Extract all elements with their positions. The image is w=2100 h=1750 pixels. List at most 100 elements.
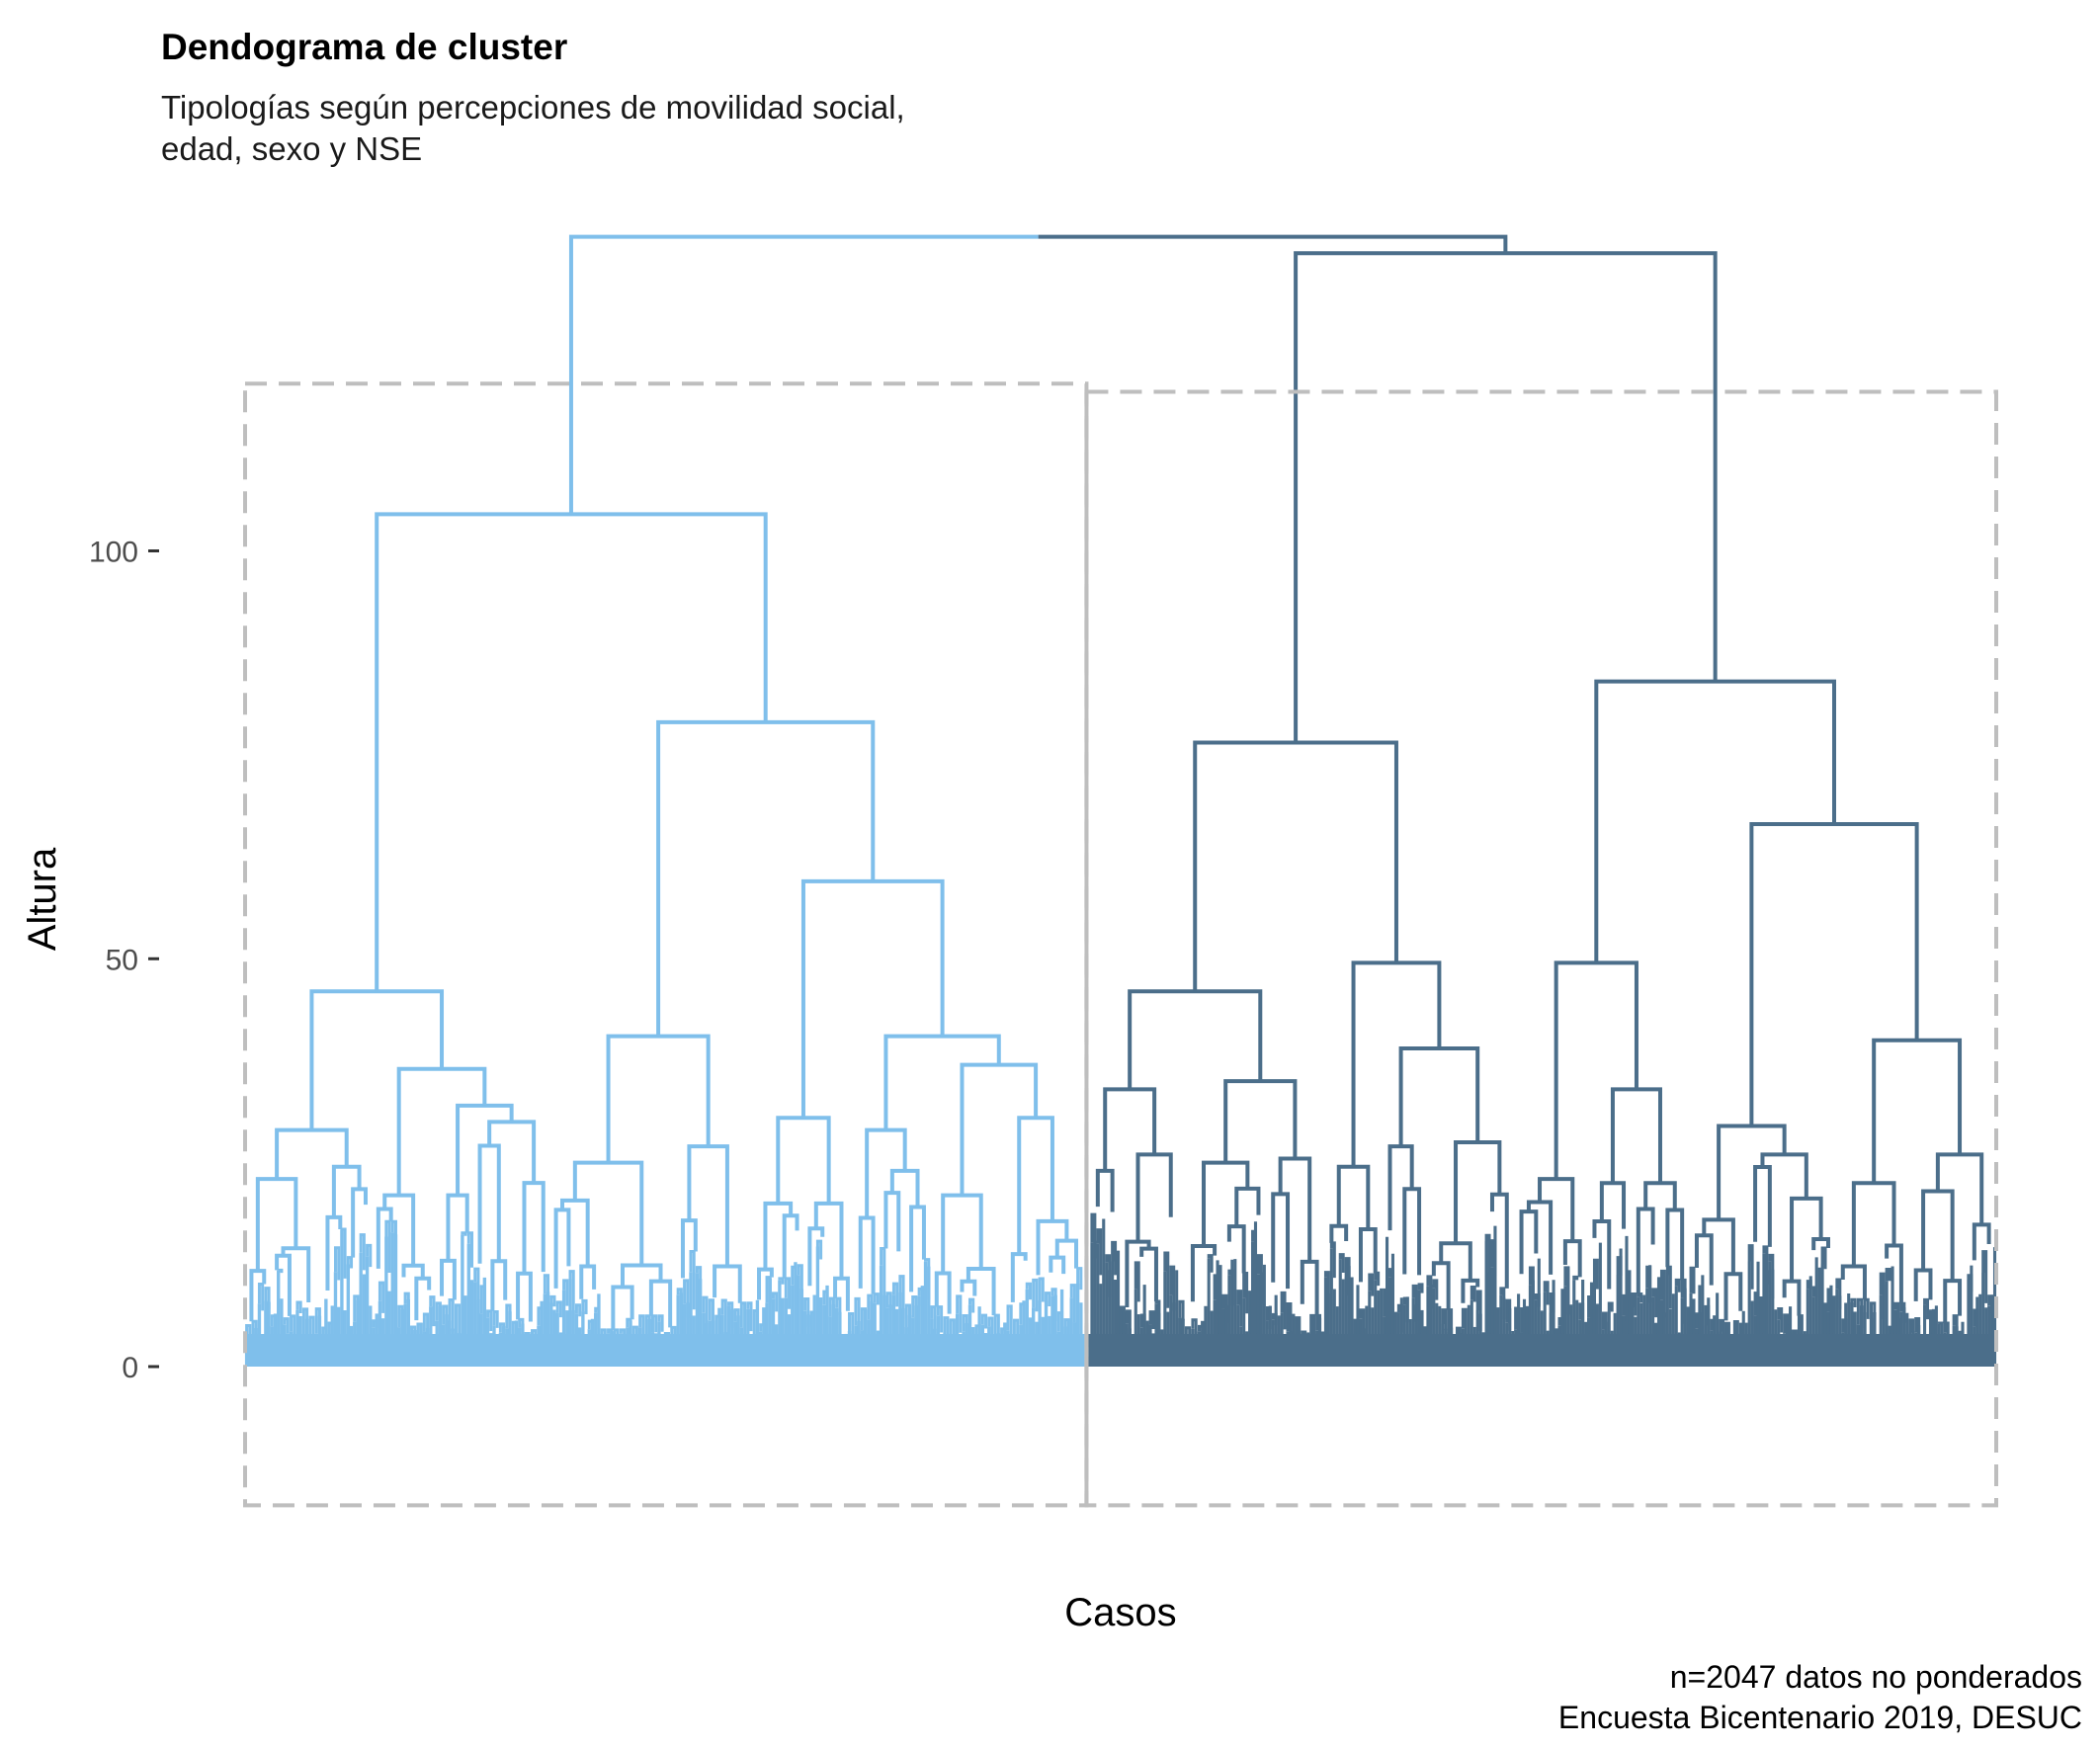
dendrogram-branch	[620, 1263, 663, 1288]
dendrogram-twig	[1134, 1261, 1140, 1302]
dendrogram-twig	[784, 1277, 792, 1309]
dendrogram-twig	[1470, 1286, 1476, 1302]
dendrogram-twig	[676, 1288, 683, 1295]
dendrogram-twig	[473, 1267, 480, 1308]
dendrogram-twig	[429, 1295, 436, 1327]
dendrogram-twig	[815, 1239, 823, 1260]
dendrogram-branch	[1017, 1116, 1054, 1255]
dendrogram-branch	[440, 1258, 457, 1300]
dendrogram-twig	[1006, 1304, 1013, 1341]
dendrogram-twig	[1719, 1318, 1725, 1335]
dendrogram-twig	[967, 1297, 975, 1313]
dendrogram-twig	[873, 1292, 880, 1305]
dendrogram-branch	[606, 1034, 711, 1163]
dendrogram-twig	[1148, 1310, 1155, 1330]
dendrogram-twig	[257, 1282, 265, 1311]
dendrogram-branch	[1921, 1189, 1955, 1282]
dendrogram-branch	[516, 1271, 533, 1322]
dendrogram-twig	[1045, 1292, 1051, 1306]
dendrogram-branch	[456, 1103, 514, 1196]
dendrogram-twig	[384, 1219, 391, 1273]
dendrogram-branch	[934, 1271, 952, 1314]
dendrogram-twig	[987, 1316, 994, 1341]
dendrogram-twig	[1417, 1283, 1424, 1293]
dendrogram-twig	[1543, 1281, 1550, 1305]
dendrogram-twig	[657, 1314, 664, 1332]
dendrogram-branch	[1294, 251, 1718, 743]
dendrogram-branch	[960, 1279, 977, 1296]
root-branch-left	[568, 234, 1039, 515]
dendrogram-branch	[656, 719, 876, 1037]
dendrogram-twig	[1651, 1288, 1658, 1318]
dendrogram-twig	[1032, 1278, 1039, 1312]
dendrogram-twig	[1368, 1273, 1375, 1296]
dendrogram-twig	[1432, 1279, 1439, 1300]
dendrogram-twig	[1908, 1318, 1915, 1334]
dendrogram-branch	[1398, 1046, 1480, 1147]
dendrogram-twig	[346, 1256, 354, 1269]
dendrogram-twig	[1981, 1250, 1988, 1303]
dendrogram-branch	[1454, 1139, 1502, 1244]
dendrogram-twig	[1475, 1290, 1482, 1332]
dendrogram-branch	[579, 1264, 597, 1299]
dendrogram-twig	[1163, 1251, 1170, 1308]
dendrogram-branch	[889, 1168, 920, 1208]
dendrogram-twig	[980, 1313, 988, 1329]
dendrogram-twig	[555, 1300, 562, 1318]
dendrogram-branch	[1717, 1124, 1787, 1220]
dendrogram-twig	[1461, 1307, 1468, 1337]
dendrogram-twig	[835, 1296, 842, 1315]
dendrogram-branch	[275, 1253, 292, 1316]
dendrogram-twig	[1012, 1318, 1020, 1346]
dendrogram-branch	[1351, 960, 1442, 1167]
dendrogram-branch	[1461, 1278, 1480, 1303]
dendrogram-branch	[477, 1143, 501, 1264]
dendrogram-branch	[446, 1193, 469, 1261]
dendrogram-branch	[1049, 1255, 1066, 1275]
dendrogram-twig	[308, 1315, 315, 1344]
dendrogram-twig	[1689, 1266, 1696, 1294]
dendrogram-branch	[1594, 679, 1836, 963]
dendrogram-branch	[1271, 1192, 1291, 1290]
dendrogram-twig	[1338, 1253, 1345, 1273]
dendrogram-branch	[909, 1205, 926, 1292]
dendrogram-twig	[454, 1303, 462, 1347]
dendrogram-twig	[1191, 1318, 1198, 1334]
dendrogram-twig	[1923, 1297, 1930, 1320]
dendrogram-branch	[941, 1193, 983, 1274]
dendrogram-branch	[800, 878, 945, 1119]
dendrogram-twig	[650, 1314, 658, 1333]
y-tick-label-0: 0	[122, 1352, 138, 1384]
dendrogram-branch	[572, 1160, 644, 1266]
dendrogram-branch	[1554, 960, 1638, 1180]
x-axis-title: Casos	[1064, 1591, 1176, 1634]
dendrogram-branch	[1665, 1208, 1685, 1281]
dendrogram-twig	[702, 1295, 709, 1334]
dendrogram-branch	[1790, 1196, 1823, 1282]
dendrogram-branch	[1329, 1223, 1349, 1243]
dendrogram-branch	[1095, 1168, 1115, 1212]
dendrogram-twig	[778, 1277, 785, 1285]
dendrogram-branch	[1358, 1226, 1378, 1283]
dendrogram-branch	[1054, 1238, 1079, 1269]
dendrogram-branch	[966, 1267, 996, 1316]
cluster-1-rect	[243, 381, 1089, 1508]
dendrogram-twig	[1076, 1267, 1083, 1291]
dendrogram-twig	[689, 1249, 696, 1310]
dendrogram-twig	[1762, 1245, 1769, 1285]
dendrogram-branch	[553, 1208, 571, 1289]
dendrogram-twig	[549, 1294, 556, 1307]
dendrogram-branch	[858, 1215, 876, 1294]
dendrogram-branch	[1782, 1279, 1802, 1316]
dendrogram-twig	[854, 1296, 861, 1331]
dendrogram-branch	[1036, 1218, 1069, 1276]
dendrogram-twig	[1069, 1284, 1076, 1323]
dendrogram-branch	[763, 1201, 794, 1270]
dendrogram-twig	[1207, 1254, 1214, 1273]
dendrogram-twig	[1329, 1241, 1336, 1279]
dendrogram-branch	[1636, 1207, 1655, 1294]
dendrogram-twig	[340, 1227, 347, 1279]
dendrogram-branch	[1943, 1279, 1963, 1323]
dendrogram-twig	[1178, 1299, 1185, 1321]
dendrogram-branch	[713, 1264, 742, 1303]
